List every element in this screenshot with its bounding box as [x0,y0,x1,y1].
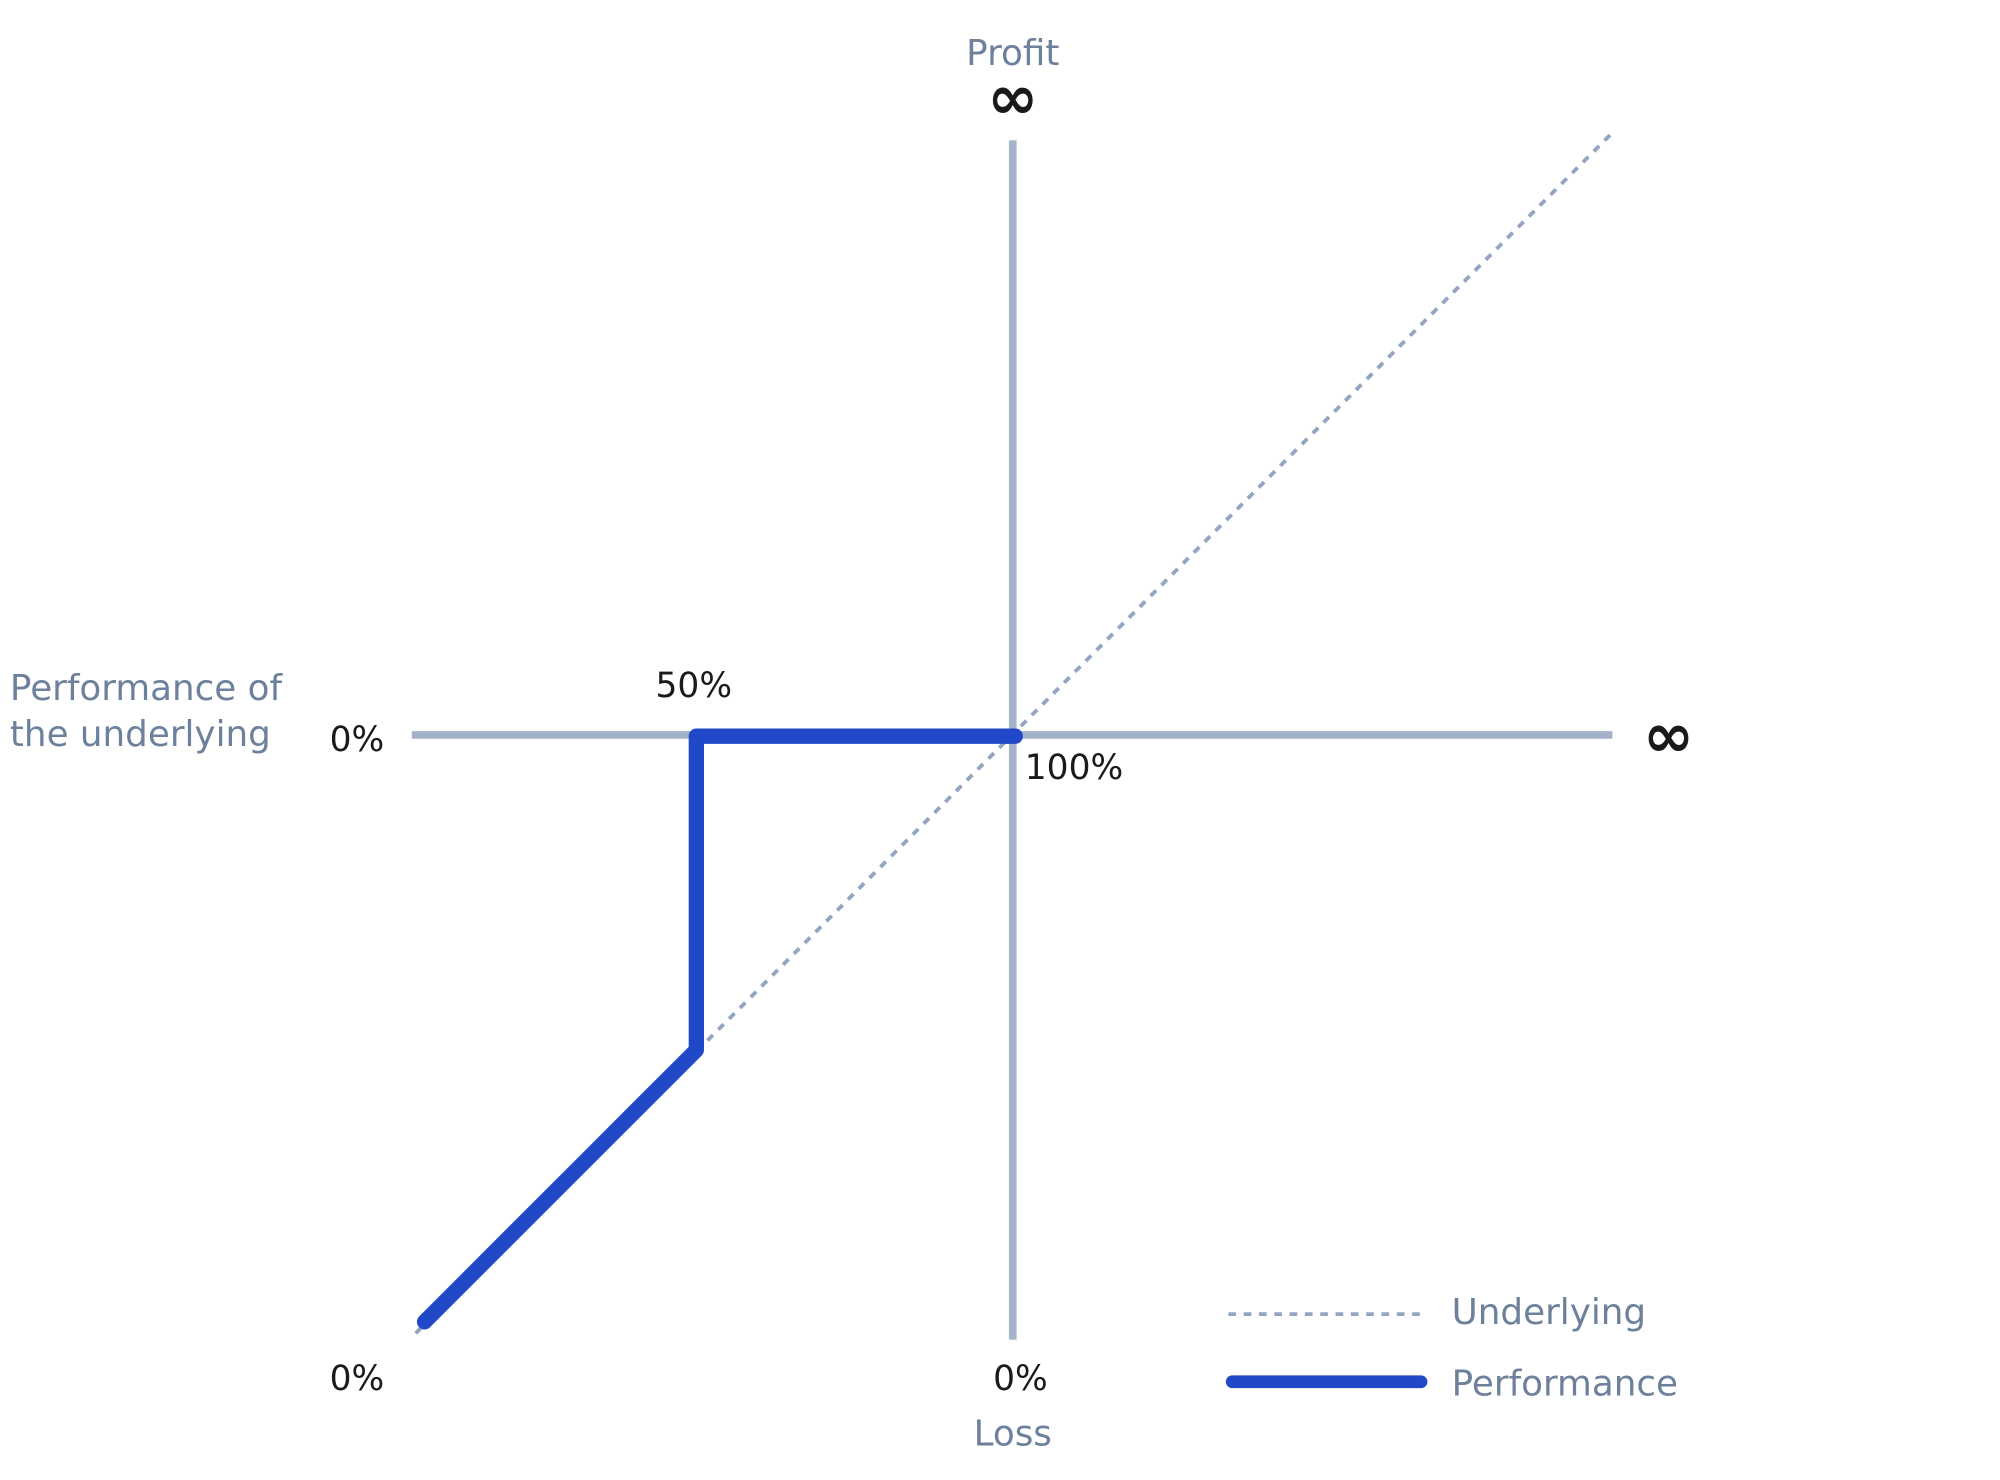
infinity-top: ∞ [987,63,1038,134]
performance-line [416,728,1023,1330]
infinity-right: ∞ [1643,701,1694,772]
y-bottom-label: Loss [974,1413,1052,1454]
x-title: Performance of [10,668,284,709]
label: 0% [330,720,385,760]
label: 0% [993,1359,1048,1399]
label: 0% [330,1359,385,1399]
y-top-label: Profit [966,33,1059,74]
x-title: the underlying [10,714,271,755]
legend-label: Performance [1452,1364,1678,1405]
label: 100% [1025,748,1123,788]
label: 50% [656,666,733,706]
legend-label: Underlying [1452,1292,1646,1333]
